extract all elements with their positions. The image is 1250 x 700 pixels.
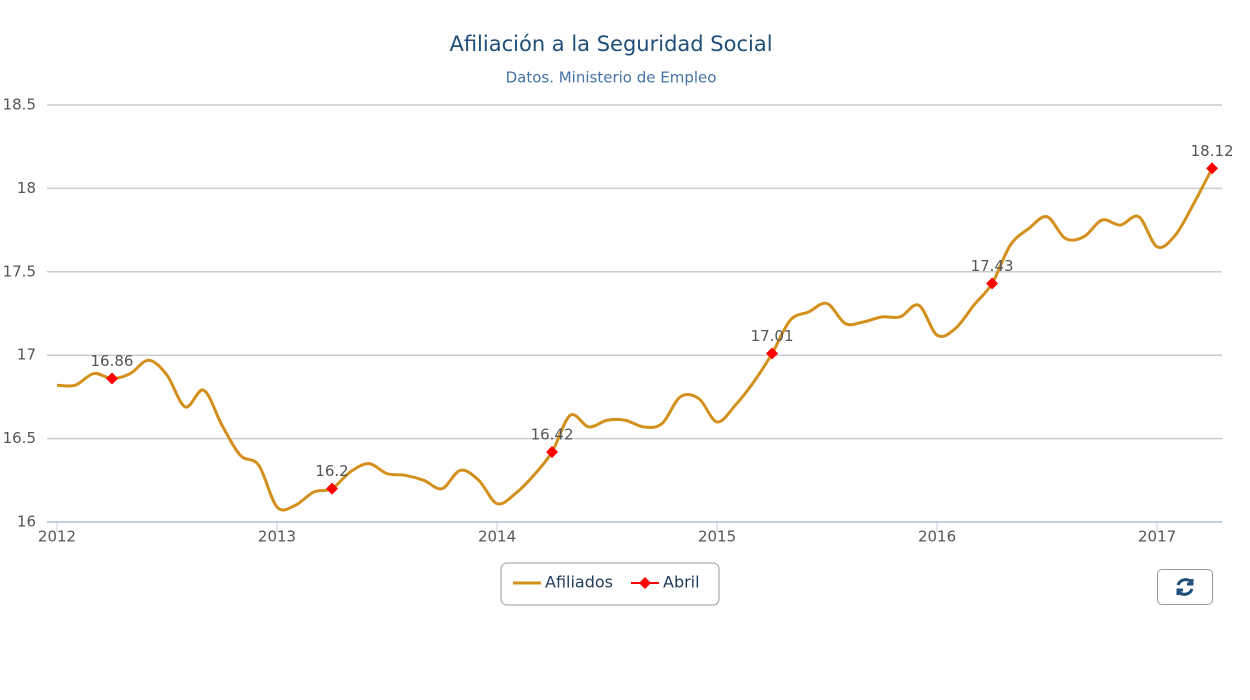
marker: [1206, 162, 1219, 175]
legend-label[interactable]: Afiliados: [545, 573, 613, 592]
data-label: 16.86: [91, 352, 134, 370]
data-label: 18.12: [1191, 142, 1234, 160]
legend-box: [500, 562, 720, 606]
y-tick-label: 17.5: [3, 262, 36, 280]
data-label: 17.01: [751, 327, 794, 345]
x-tick-label: 2015: [698, 528, 736, 546]
marker: [106, 372, 119, 385]
y-tick-label: 18.5: [3, 96, 36, 114]
x-tick-label: 2012: [38, 528, 76, 546]
data-label: 17.43: [971, 257, 1014, 275]
legend-label[interactable]: Abril: [663, 573, 700, 592]
chart-subtitle: Datos. Ministerio de Empleo: [506, 69, 717, 87]
x-tick-label: 2016: [918, 528, 956, 546]
x-tick-label: 2013: [258, 528, 296, 546]
marker: [546, 445, 559, 458]
refresh-button[interactable]: [1157, 569, 1213, 605]
data-label: 16.2: [315, 462, 348, 480]
y-tick-label: 17: [17, 346, 36, 364]
marker: [986, 277, 999, 290]
y-tick-label: 16: [17, 513, 36, 531]
legend-marker[interactable]: [639, 577, 651, 589]
data-label: 16.42: [531, 425, 574, 443]
y-tick-label: 16.5: [3, 429, 36, 447]
marker: [326, 482, 339, 495]
chart-title: Afiliación a la Seguridad Social: [449, 32, 772, 56]
line: [56, 167, 1214, 512]
x-tick-label: 2014: [478, 528, 516, 546]
marker: [766, 347, 779, 360]
refresh-icon: [1176, 578, 1194, 596]
x-tick-label: 2017: [1138, 528, 1176, 546]
y-tick-label: 18: [17, 179, 36, 197]
